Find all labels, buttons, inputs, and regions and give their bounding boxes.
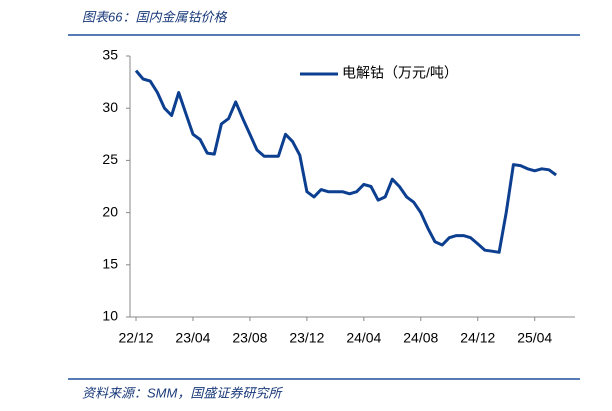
y-tick-label: 35 <box>102 47 118 63</box>
line-series <box>134 69 557 254</box>
y-tick-label: 30 <box>102 99 118 115</box>
x-tick-label: 24/08 <box>403 330 438 346</box>
y-tick-label: 25 <box>102 151 118 167</box>
x-tick-label: 23/08 <box>232 330 267 346</box>
y-tick-label: 20 <box>102 203 118 219</box>
chart-title: 图表66：国内金属钴价格 <box>82 9 227 24</box>
x-tick-label: 22/12 <box>118 330 153 346</box>
source-note: 资料来源：SMM，国盛证券研究所 <box>82 385 283 400</box>
x-tick-label: 24/12 <box>460 330 495 346</box>
x-tick-label: 24/04 <box>346 330 381 346</box>
x-tick-label: 25/04 <box>517 330 552 346</box>
y-tick-label: 15 <box>102 256 118 272</box>
legend-label: 电解钴（万元/吨） <box>342 65 458 81</box>
y-tick-label: 10 <box>102 308 118 324</box>
x-tick-label: 23/04 <box>175 330 210 346</box>
x-tick-label: 23/12 <box>289 330 324 346</box>
